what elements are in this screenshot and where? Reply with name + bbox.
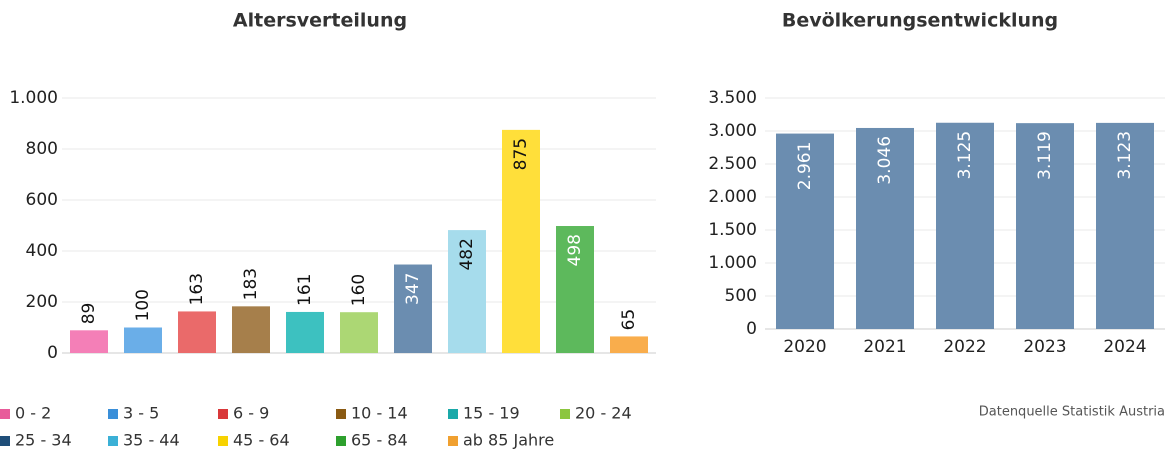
data-label: 65	[619, 309, 639, 331]
legend-label: 25 - 34	[15, 431, 72, 450]
bar	[610, 336, 648, 353]
data-label: 3.119	[1035, 131, 1055, 180]
bar	[1016, 123, 1074, 330]
legend-swatch	[108, 436, 118, 446]
bar	[502, 129, 540, 353]
chart-title: Bevölkerungsentwicklung	[782, 10, 1058, 32]
y-tick-label: 400	[26, 241, 58, 261]
legend-swatch	[448, 409, 458, 419]
y-tick-label: 2.500	[708, 154, 757, 174]
y-tick-label: 600	[26, 190, 58, 210]
data-label: 160	[349, 274, 369, 306]
legend-label: ab 85 Jahre	[463, 431, 554, 450]
bar	[178, 311, 216, 353]
bar	[448, 230, 486, 353]
bar	[776, 133, 834, 329]
legend-swatch	[108, 409, 118, 419]
y-tick-label: 0	[746, 319, 757, 339]
data-label: 347	[403, 273, 423, 305]
source-note: Datenquelle Statistik Austria	[979, 405, 1165, 420]
x-tick-label: 2020	[783, 337, 826, 357]
data-label: 3.125	[955, 131, 975, 180]
bar	[1096, 122, 1154, 329]
legend-label: 6 - 9	[233, 404, 269, 423]
data-label: 875	[511, 138, 531, 170]
y-tick-label: 0	[47, 343, 58, 363]
data-label: 161	[295, 273, 315, 305]
bar	[856, 127, 914, 330]
bar	[70, 330, 108, 353]
x-tick-label: 2023	[1023, 337, 1066, 357]
data-label: 163	[187, 273, 207, 305]
x-tick-label: 2021	[863, 337, 906, 357]
data-label: 100	[133, 289, 153, 321]
y-tick-label: 1.000	[9, 88, 58, 108]
legend-swatch	[218, 409, 228, 419]
y-tick-label: 800	[26, 139, 58, 159]
bar	[936, 122, 994, 329]
y-tick-label: 200	[26, 292, 58, 312]
y-tick-label: 1.000	[708, 253, 757, 273]
data-label: 89	[79, 303, 99, 325]
legend-label: 65 - 84	[351, 431, 408, 450]
legend-swatch	[0, 436, 10, 446]
bar	[340, 312, 378, 353]
legend-swatch	[336, 409, 346, 419]
bar	[556, 226, 594, 353]
legend-label: 35 - 44	[123, 431, 180, 450]
x-tick-label: 2022	[943, 337, 986, 357]
data-label: 2.961	[795, 142, 815, 191]
bar	[394, 264, 432, 353]
bar	[124, 327, 162, 353]
y-tick-label: 2.000	[708, 187, 757, 207]
legend-label: 0 - 2	[15, 404, 51, 423]
x-tick-label: 2024	[1103, 337, 1146, 357]
legend-label: 3 - 5	[123, 404, 159, 423]
data-label: 482	[457, 238, 477, 270]
data-label: 183	[241, 268, 261, 300]
chart-title: Altersverteilung	[233, 10, 407, 32]
data-label: 498	[565, 234, 585, 266]
bar	[286, 311, 324, 353]
legend-label: 45 - 64	[233, 431, 290, 450]
legend-swatch	[218, 436, 228, 446]
y-tick-label: 500	[725, 286, 757, 306]
y-tick-label: 1.500	[708, 220, 757, 240]
legend-label: 10 - 14	[351, 404, 408, 423]
legend-swatch	[448, 436, 458, 446]
legend-swatch	[0, 409, 10, 419]
legend-swatch	[336, 436, 346, 446]
legend-label: 15 - 19	[463, 404, 520, 423]
bar	[232, 306, 270, 353]
data-label: 3.046	[875, 136, 895, 185]
legend-label: 20 - 24	[575, 404, 632, 423]
data-label: 3.123	[1115, 131, 1135, 180]
y-tick-label: 3.000	[708, 121, 757, 141]
legend-swatch	[560, 409, 570, 419]
y-tick-label: 3.500	[708, 88, 757, 108]
